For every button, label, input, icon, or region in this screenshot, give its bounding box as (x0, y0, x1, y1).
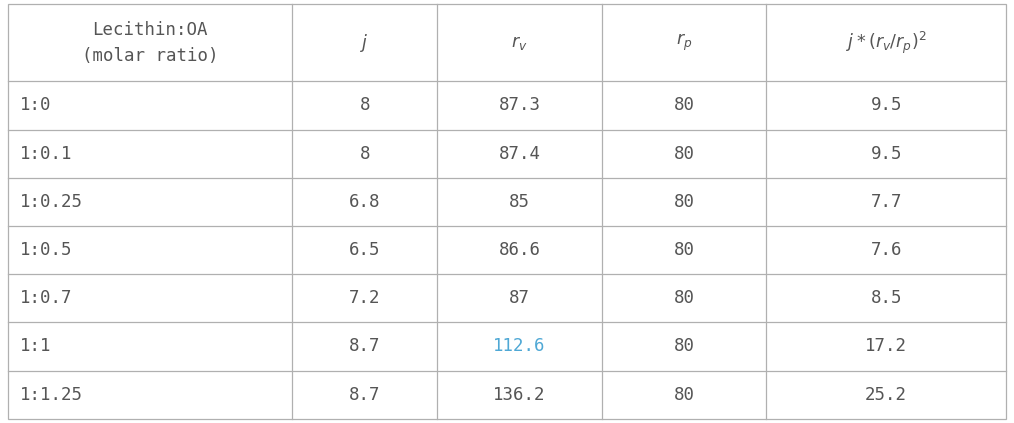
Text: 17.2: 17.2 (865, 338, 908, 355)
Text: $j*(r_v/r_p)^2$: $j*(r_v/r_p)^2$ (846, 30, 927, 56)
Text: Lecithin:OA
(molar ratio): Lecithin:OA (molar ratio) (82, 21, 219, 65)
Text: 8.7: 8.7 (349, 338, 380, 355)
Text: 1:0: 1:0 (20, 96, 52, 115)
Text: 7.2: 7.2 (349, 289, 380, 307)
Text: 8.5: 8.5 (870, 289, 901, 307)
Text: 6.8: 6.8 (349, 193, 380, 211)
Text: 87.3: 87.3 (499, 96, 540, 115)
Text: 80: 80 (673, 193, 695, 211)
Text: 7.6: 7.6 (870, 241, 901, 259)
Text: 80: 80 (673, 241, 695, 259)
Text: 112.6: 112.6 (493, 338, 546, 355)
Text: 80: 80 (673, 386, 695, 404)
Text: 86.6: 86.6 (499, 241, 540, 259)
Text: 80: 80 (673, 289, 695, 307)
Text: 1:1: 1:1 (20, 338, 52, 355)
Text: 9.5: 9.5 (870, 96, 901, 115)
Text: 1:0.25: 1:0.25 (20, 193, 83, 211)
Text: 85: 85 (509, 193, 530, 211)
Text: $r_p$: $r_p$ (676, 32, 693, 53)
Text: 8: 8 (360, 145, 370, 163)
Text: 8.7: 8.7 (349, 386, 380, 404)
Text: 6.5: 6.5 (349, 241, 380, 259)
Text: 9.5: 9.5 (870, 145, 901, 163)
Text: 8: 8 (360, 96, 370, 115)
Text: $j$: $j$ (360, 32, 369, 54)
Text: 25.2: 25.2 (865, 386, 908, 404)
Text: 1:0.1: 1:0.1 (20, 145, 73, 163)
Text: 136.2: 136.2 (493, 386, 546, 404)
Text: 87: 87 (509, 289, 530, 307)
Text: 80: 80 (673, 338, 695, 355)
Text: $r_v$: $r_v$ (511, 34, 527, 52)
Text: 1:0.5: 1:0.5 (20, 241, 73, 259)
Text: 80: 80 (673, 145, 695, 163)
Text: 87.4: 87.4 (499, 145, 540, 163)
Text: 1:1.25: 1:1.25 (20, 386, 83, 404)
Text: 1:0.7: 1:0.7 (20, 289, 73, 307)
Text: 7.7: 7.7 (870, 193, 901, 211)
Text: 80: 80 (673, 96, 695, 115)
